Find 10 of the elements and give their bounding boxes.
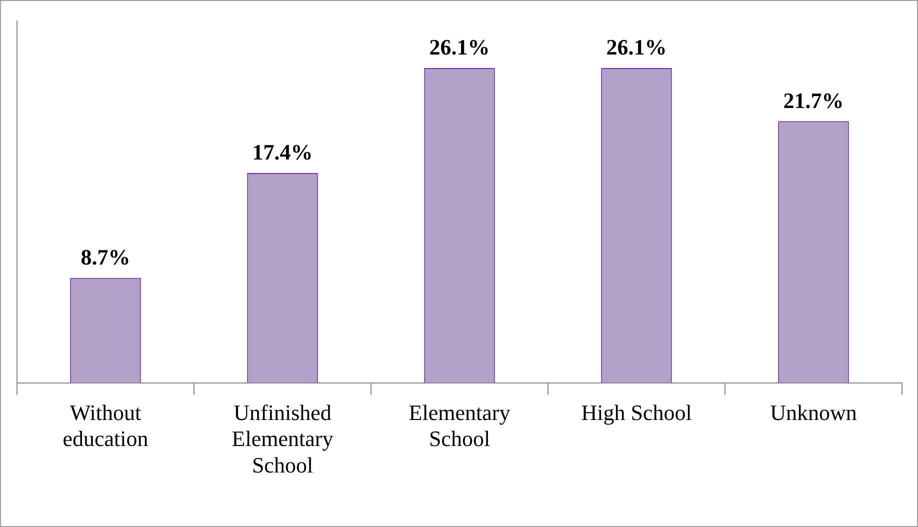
- data-label: 26.1%: [429, 34, 490, 60]
- data-label: 21.7%: [783, 88, 844, 113]
- x-tick-label: High School: [581, 400, 692, 425]
- data-label: 8.7%: [80, 244, 130, 270]
- x-tick-label: Unknown: [770, 400, 857, 425]
- x-tick-label: Unfinished Elementary School: [232, 400, 334, 478]
- x-tick-label: Elementary School: [408, 400, 510, 452]
- data-label: 26.1%: [606, 34, 667, 60]
- x-tick-label: Without education: [62, 400, 148, 452]
- data-label: 17.4%: [252, 140, 313, 165]
